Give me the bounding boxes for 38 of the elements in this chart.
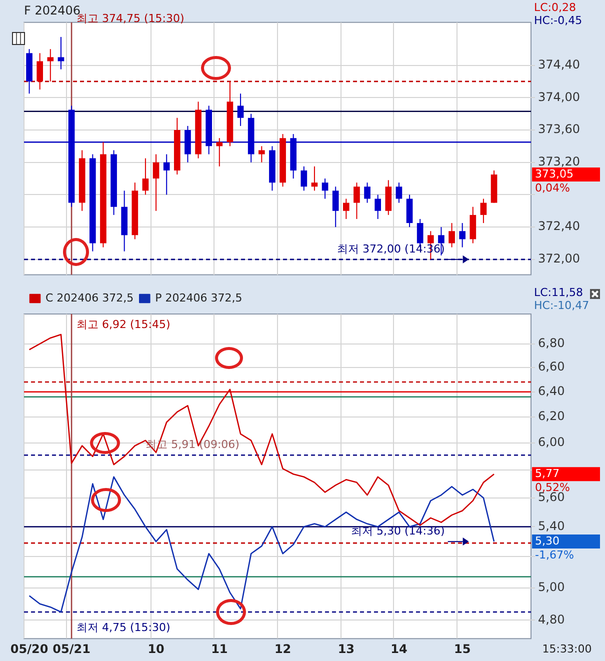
y-tick-label: 5,00 [538, 580, 565, 594]
x-tick-label: 14 [390, 642, 408, 656]
x-tick-label: 10 [148, 642, 164, 656]
y-tick-label: 6,20 [538, 409, 565, 424]
x-tick-label: 15 [454, 642, 471, 656]
y-tick-label: 6,80 [538, 336, 565, 350]
text: LC:11,58 [534, 286, 584, 299]
x-tick-label: 12 [274, 642, 292, 656]
text: 0,52% [535, 480, 570, 494]
text: 5,30 [535, 534, 560, 548]
y-tick-label: 373,60 [538, 122, 580, 136]
y-tick-label: 6,60 [538, 360, 565, 374]
y-tick-label: 372,00 [538, 252, 580, 266]
text: 5,77 [535, 466, 560, 480]
text: LC:0,28 [534, 0, 576, 14]
text: -1,67% [535, 548, 574, 562]
text: 0,04% [535, 181, 570, 194]
annotation: 최고 6,92 (15:45) [76, 318, 170, 331]
y-tick-label: 372,40 [538, 219, 580, 234]
legend-label: C 202406 372,5 [46, 291, 134, 304]
text: 15:33:00 [542, 642, 592, 656]
x-tick-label: 11 [211, 642, 228, 656]
x-tick-label: 05/20 [10, 642, 48, 656]
x-tick-label: 05/21 [52, 642, 90, 656]
y-tick-label: 6,00 [538, 435, 565, 450]
annotation: 최저 5,30 (14:36) [351, 524, 445, 538]
y-tick-label: 374,40 [538, 57, 580, 72]
text: HC:-0,45 [534, 14, 582, 27]
annotation: 최저 4,75 (15:30) [76, 620, 170, 634]
text: HC:-10,47 [534, 298, 590, 312]
y-tick-label: 5,40 [538, 518, 565, 533]
y-tick-label: 6,40 [538, 384, 565, 398]
text: 373,05 [535, 167, 574, 180]
y-tick-label: 373,20 [538, 154, 580, 168]
x-tick-label: 13 [338, 642, 355, 656]
y-tick-label: 374,00 [538, 90, 580, 104]
y-tick-label: 4,80 [538, 612, 565, 626]
legend-label: P 202406 372,5 [155, 291, 242, 304]
